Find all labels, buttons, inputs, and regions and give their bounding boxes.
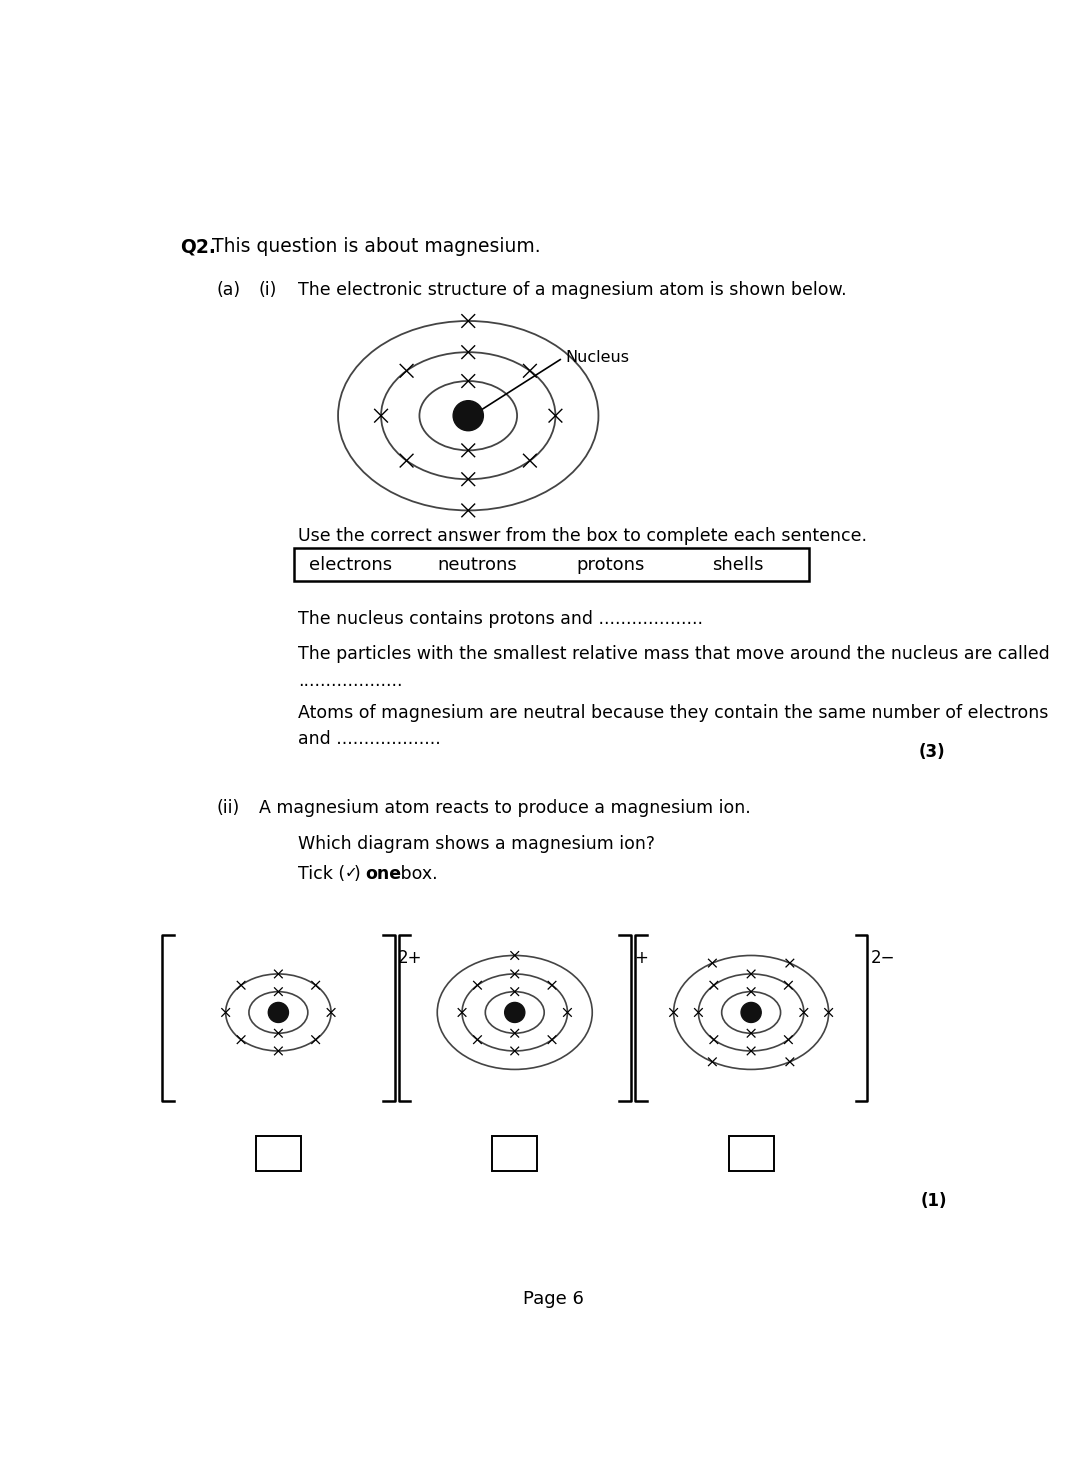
Text: The particles with the smallest relative mass that move around the nucleus are c: The particles with the smallest relative… <box>298 645 1050 664</box>
Text: (1): (1) <box>920 1192 947 1210</box>
Bar <box>294 549 809 581</box>
Text: shells: shells <box>713 556 764 574</box>
Text: Q2.: Q2. <box>180 237 216 257</box>
Text: (ii): (ii) <box>216 799 240 817</box>
Text: ): ) <box>354 864 366 882</box>
Text: Atoms of magnesium are neutral because they contain the same number of electrons: Atoms of magnesium are neutral because t… <box>298 705 1048 723</box>
Bar <box>256 1136 301 1171</box>
Text: The nucleus contains protons and ...................: The nucleus contains protons and .......… <box>298 609 703 628</box>
Text: 2+: 2+ <box>397 950 422 968</box>
Bar <box>492 1136 537 1171</box>
Text: Tick (: Tick ( <box>298 864 345 882</box>
Text: electrons: electrons <box>309 556 392 574</box>
Text: Which diagram shows a magnesium ion?: Which diagram shows a magnesium ion? <box>298 835 654 854</box>
Text: ...................: ................... <box>298 673 402 690</box>
Text: 2−: 2− <box>870 950 895 968</box>
Text: A magnesium atom reacts to produce a magnesium ion.: A magnesium atom reacts to produce a mag… <box>259 799 751 817</box>
Text: This question is about magnesium.: This question is about magnesium. <box>213 237 541 257</box>
Text: Nucleus: Nucleus <box>565 351 630 366</box>
Text: Page 6: Page 6 <box>523 1289 584 1308</box>
Circle shape <box>504 1003 525 1022</box>
Bar <box>729 1136 773 1171</box>
Text: one: one <box>365 864 402 882</box>
Text: (a): (a) <box>216 280 241 299</box>
Text: (i): (i) <box>259 280 278 299</box>
Text: The electronic structure of a magnesium atom is shown below.: The electronic structure of a magnesium … <box>298 280 847 299</box>
Text: (3): (3) <box>918 743 945 761</box>
Text: Use the correct answer from the box to complete each sentence.: Use the correct answer from the box to c… <box>298 528 867 546</box>
Circle shape <box>454 401 484 431</box>
Circle shape <box>268 1003 288 1022</box>
Text: and ...................: and ................... <box>298 730 441 748</box>
Text: ✓: ✓ <box>345 864 357 879</box>
Circle shape <box>741 1003 761 1022</box>
Text: box.: box. <box>394 864 437 882</box>
Text: protons: protons <box>577 556 645 574</box>
Text: +: + <box>634 950 648 968</box>
Text: neutrons: neutrons <box>437 556 517 574</box>
